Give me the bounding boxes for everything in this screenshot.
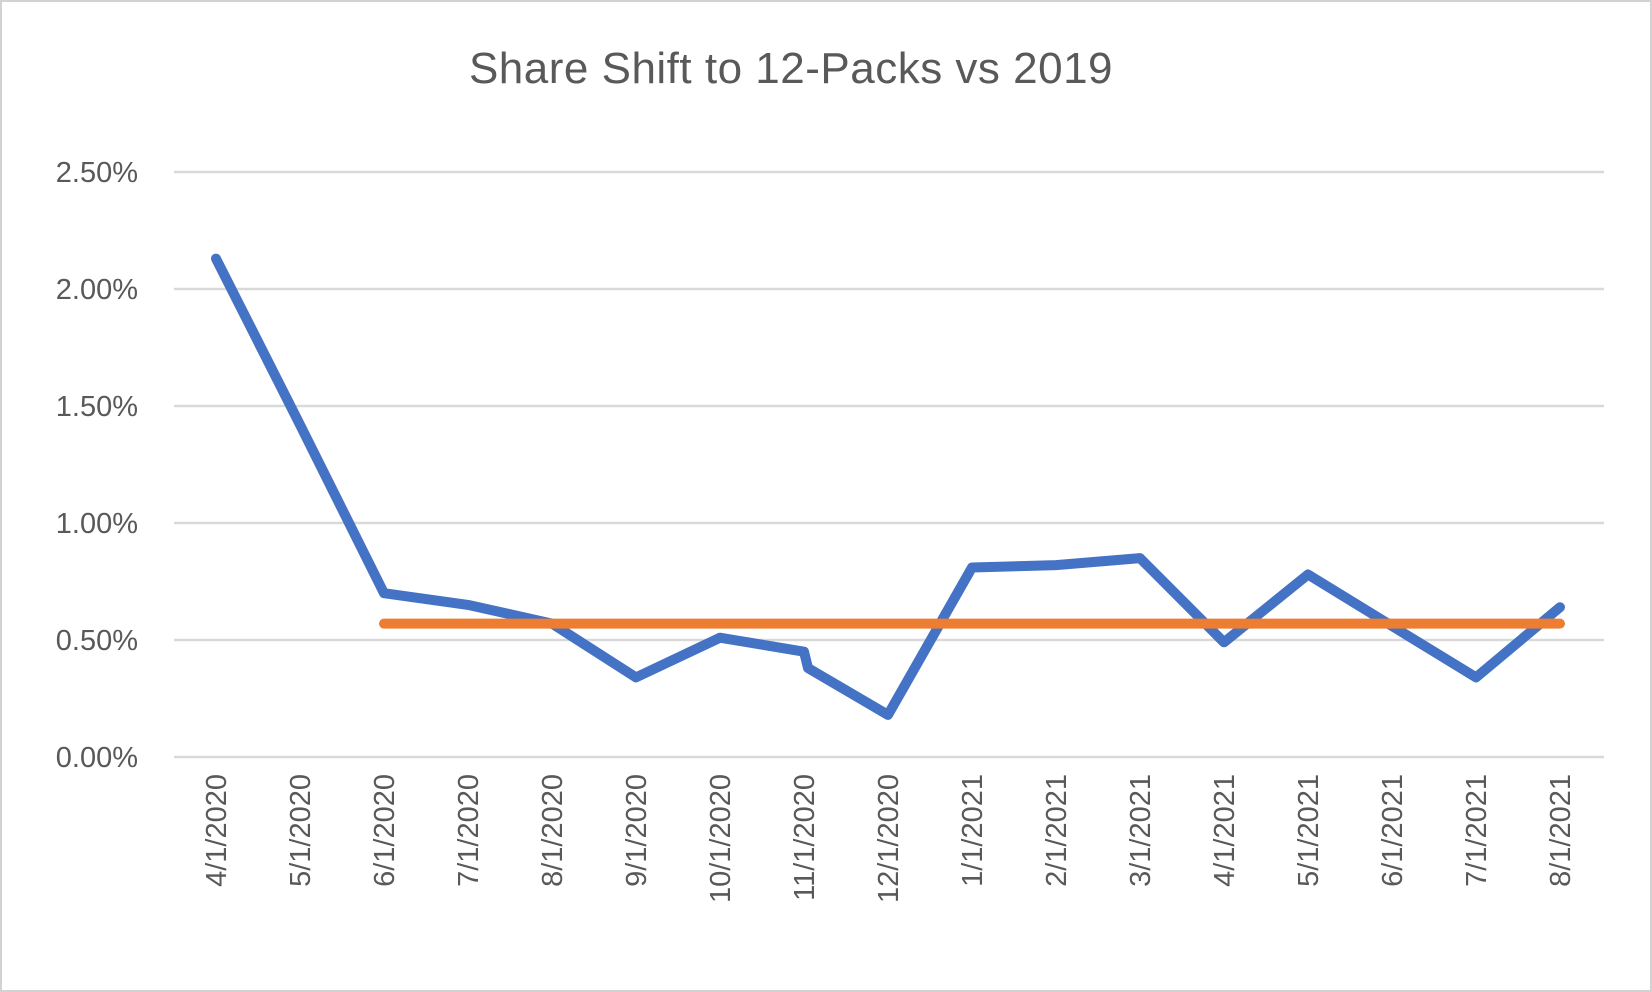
x-tick-label: 5/1/2020 bbox=[285, 774, 317, 887]
x-tick-label: 3/1/2021 bbox=[1125, 774, 1157, 887]
gridlines-group bbox=[174, 170, 1604, 759]
x-tick-label: 1/1/2021 bbox=[957, 774, 989, 887]
x-tick-label: 11/1/2020 bbox=[789, 774, 821, 901]
x-tick-label: 7/1/2021 bbox=[1461, 774, 1493, 887]
x-tick-label: 4/1/2020 bbox=[201, 774, 233, 887]
y-tick-label: 2.00% bbox=[56, 274, 138, 306]
x-tick-label: 4/1/2021 bbox=[1209, 774, 1241, 887]
x-tick-label: 10/1/2020 bbox=[705, 774, 737, 903]
x-tick-label: 12/1/2020 bbox=[873, 774, 905, 903]
series-line-share-shift-to-12-packs bbox=[211, 253, 1565, 720]
x-tick-label: 8/1/2020 bbox=[537, 774, 569, 887]
x-tick-label: 8/1/2021 bbox=[1545, 774, 1577, 887]
y-tick-label: 2.50% bbox=[56, 157, 138, 189]
x-axis-labels-group: 4/1/2020 5/1/2020 6/1/2020 7/1/2020 8/1/2020… bbox=[201, 774, 1577, 903]
y-tick-label: 1.50% bbox=[56, 391, 138, 423]
x-tick-label: 5/1/2021 bbox=[1293, 774, 1325, 887]
x-tick-label: 6/1/2020 bbox=[369, 774, 401, 887]
series-lines-group bbox=[211, 253, 1565, 720]
y-tick-label: 0.00% bbox=[56, 742, 138, 774]
x-tick-label: 2/1/2021 bbox=[1041, 774, 1073, 887]
y-axis-labels-group: 2.50% 2.00% 1.50% 1.00% 0.50% 0.00% bbox=[56, 157, 138, 774]
x-tick-label: 9/1/2020 bbox=[621, 774, 653, 887]
y-tick-label: 1.00% bbox=[56, 508, 138, 540]
y-tick-label: 0.50% bbox=[56, 625, 138, 657]
chart-title: Share Shift to 12-Packs vs 2019 bbox=[468, 44, 1114, 93]
x-tick-label: 6/1/2021 bbox=[1377, 774, 1409, 887]
x-tick-label: 7/1/2020 bbox=[453, 774, 485, 887]
